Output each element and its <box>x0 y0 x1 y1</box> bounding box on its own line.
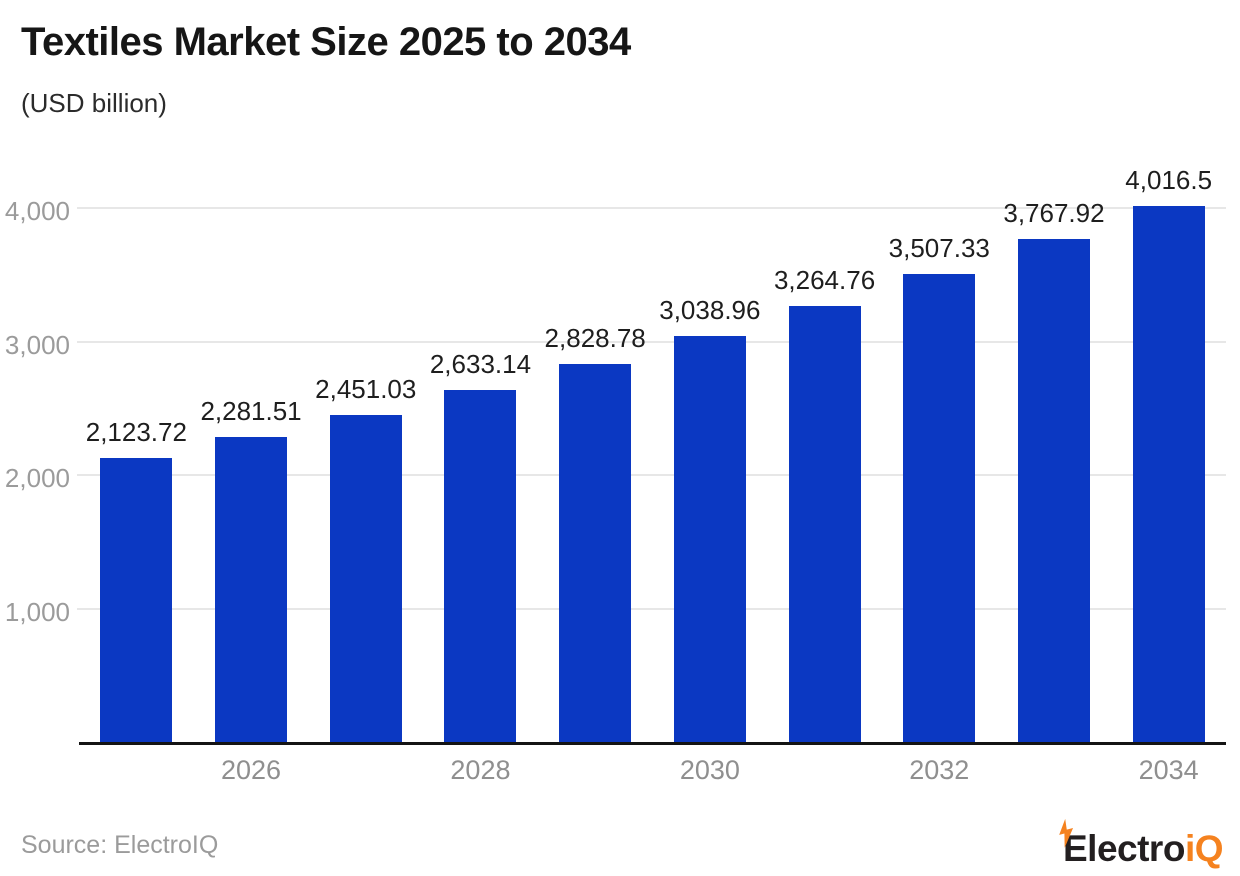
bar-slot-2025: 2,123.72 <box>79 170 194 742</box>
bar-value-label: 2,451.03 <box>315 373 417 404</box>
plot-area: 2,123.72 2,281.51 2026 2,451.03 2,633.14 2028… <box>77 165 1226 785</box>
bar-value-label: 2,633.14 <box>429 349 532 380</box>
logo-text-accent: iQ <box>1184 828 1224 869</box>
y-axis: 1,000 2,000 3,000 4,000 <box>0 170 70 745</box>
bar-slot-2034: 4,016.5 2034 <box>1111 165 1226 785</box>
gridline <box>77 474 1226 476</box>
electroiq-logo: ElectroiQ <box>1059 818 1224 870</box>
bar-slot-2028: 2,633.14 2028 <box>423 170 538 785</box>
bar-slot-2027: 2,451.03 <box>308 170 423 742</box>
bar-2032 <box>903 273 976 742</box>
bar-value-label: 3,767.92 <box>1003 197 1105 228</box>
bar-slot-2032: 3,507.33 2032 <box>882 170 997 785</box>
bar-2030 <box>673 336 746 742</box>
x-tick-label: 2030 <box>679 755 740 785</box>
bar-2025 <box>100 458 173 742</box>
bar-value-label: 2,281.51 <box>200 396 302 427</box>
bar-2033 <box>1017 238 1090 742</box>
gridline <box>77 340 1226 343</box>
lightning-bolt-icon <box>1059 818 1074 848</box>
gridline <box>77 607 1226 610</box>
bar-value-label: 4,016.5 <box>1125 164 1213 195</box>
bar-slot-2031: 3,264.76 <box>767 170 882 742</box>
y-tick-label: 1,000 <box>4 596 70 627</box>
y-tick-label: 2,000 <box>4 463 70 493</box>
x-tick-label: 2032 <box>909 755 970 785</box>
x-tick-label: 2026 <box>221 755 282 785</box>
bar-slot-2030: 3,038.96 2030 <box>653 170 768 785</box>
x-tick-label: 2028 <box>450 755 511 785</box>
bar-2028 <box>444 390 517 742</box>
bar-2031 <box>788 306 861 742</box>
x-tick-label: 2034 <box>1138 755 1199 785</box>
chart-title: Textiles Market Size 2025 to 2034 <box>21 20 631 64</box>
bar-value-label: 2,828.78 <box>544 323 646 354</box>
bar-2034 <box>1132 205 1205 742</box>
bar-2029 <box>559 364 632 742</box>
bar-2027 <box>329 414 402 742</box>
bar-value-label: 3,264.76 <box>773 265 876 296</box>
bar-slot-2026: 2,281.51 2026 <box>194 170 309 785</box>
gridline <box>77 207 1226 209</box>
bar-2026 <box>215 437 288 742</box>
logo-text-dark: Electro <box>1063 828 1185 869</box>
source-note: Source: ElectroIQ <box>21 831 219 859</box>
bar-value-label: 2,123.72 <box>85 417 187 448</box>
bar-slot-2029: 2,828.78 <box>538 170 653 742</box>
bar-slot-2033: 3,767.92 <box>997 170 1112 742</box>
chart-subtitle: (USD billion) <box>21 88 167 118</box>
y-tick-label: 4,000 <box>4 196 70 226</box>
bar-value-label: 3,507.33 <box>888 232 990 263</box>
bar-value-label: 3,038.96 <box>659 295 761 326</box>
y-tick-label: 3,000 <box>4 329 70 360</box>
